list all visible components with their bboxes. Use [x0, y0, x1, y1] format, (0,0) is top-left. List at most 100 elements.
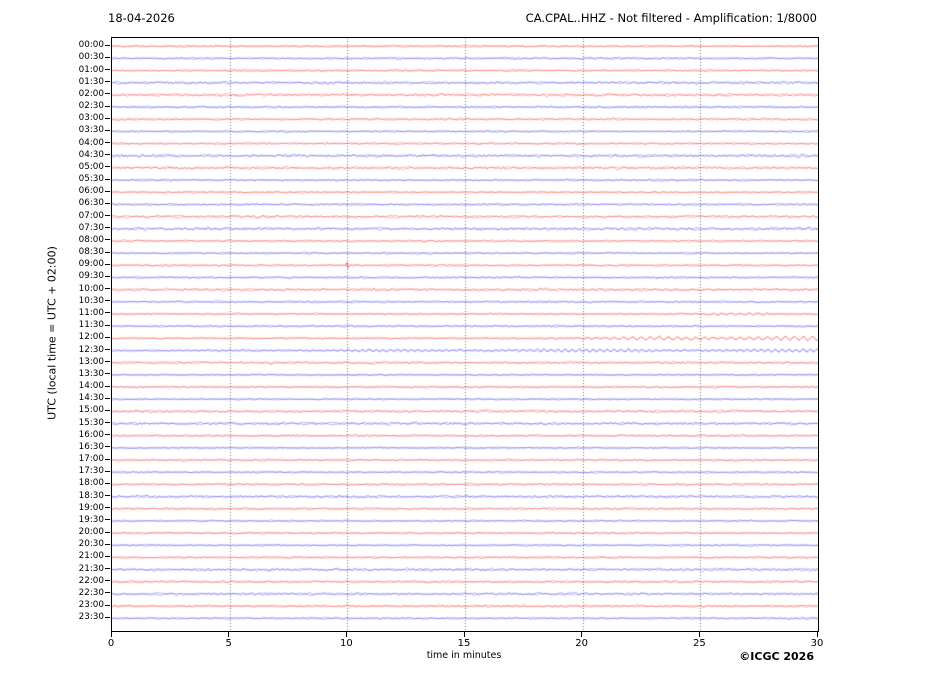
y-tick-mark	[105, 580, 110, 582]
y-tick-label: 18:30	[78, 490, 104, 501]
y-tick-label: 00:30	[78, 52, 104, 63]
y-tick-mark	[105, 507, 110, 509]
y-tick-mark	[105, 543, 110, 545]
y-tick-label: 21:30	[78, 563, 104, 574]
y-tick-mark	[105, 275, 110, 277]
y-tick-label: 03:30	[78, 125, 104, 136]
y-tick-mark	[105, 117, 110, 119]
y-tick-mark	[105, 300, 110, 302]
y-tick-label: 14:00	[78, 381, 104, 392]
y-tick-label: 09:30	[78, 271, 104, 282]
y-tick-mark	[105, 422, 110, 424]
y-tick-label: 06:00	[78, 186, 104, 197]
x-tick-mark	[463, 632, 465, 637]
y-tick-mark	[105, 105, 110, 107]
y-tick-mark	[105, 361, 110, 363]
y-tick-label: 05:00	[78, 161, 104, 172]
y-tick-mark	[105, 81, 110, 83]
y-tick-label: 16:00	[78, 429, 104, 440]
y-tick-label: 09:00	[78, 259, 104, 270]
y-tick-label: 20:00	[78, 527, 104, 538]
y-tick-label: 05:30	[78, 174, 104, 185]
y-tick-mark	[105, 215, 110, 217]
y-tick-label: 20:30	[78, 539, 104, 550]
y-tick-label: 04:00	[78, 137, 104, 148]
y-tick-mark	[105, 312, 110, 314]
y-tick-mark	[105, 56, 110, 58]
y-tick-mark	[105, 251, 110, 253]
x-tick-label: 10	[339, 638, 353, 649]
y-tick-label: 15:30	[78, 417, 104, 428]
y-tick-label: 07:00	[78, 210, 104, 221]
y-tick-label: 17:30	[78, 466, 104, 477]
y-tick-label: 08:00	[78, 234, 104, 245]
y-tick-mark	[105, 604, 110, 606]
y-tick-mark	[105, 263, 110, 265]
x-tick-mark	[110, 632, 112, 637]
y-tick-label: 18:00	[78, 478, 104, 489]
station-title: CA.CPAL..HHZ - Not filtered - Amplificat…	[525, 11, 817, 25]
date-label: 18-04-2026	[108, 11, 175, 25]
y-tick-mark	[105, 178, 110, 180]
y-tick-mark	[105, 166, 110, 168]
x-tick-label: 15	[457, 638, 471, 649]
y-tick-label: 07:30	[78, 222, 104, 233]
x-tick-label: 25	[692, 638, 706, 649]
y-tick-mark	[105, 446, 110, 448]
x-tick-mark	[816, 632, 818, 637]
y-tick-label: 11:00	[78, 307, 104, 318]
y-tick-mark	[105, 93, 110, 95]
y-tick-label: 12:00	[78, 332, 104, 343]
y-tick-mark	[105, 495, 110, 497]
y-tick-label: 00:00	[78, 40, 104, 51]
y-tick-mark	[105, 324, 110, 326]
x-tick-mark	[228, 632, 230, 637]
y-tick-mark	[105, 470, 110, 472]
y-tick-mark	[105, 373, 110, 375]
y-tick-label: 10:00	[78, 283, 104, 294]
x-tick-mark	[698, 632, 700, 637]
y-tick-mark	[105, 349, 110, 350]
y-tick-mark	[105, 154, 110, 156]
y-tick-mark	[105, 616, 110, 618]
y-tick-label: 12:30	[78, 344, 104, 355]
y-tick-label: 03:00	[78, 113, 104, 124]
y-tick-mark	[105, 239, 110, 241]
y-tick-label: 22:30	[78, 587, 104, 598]
y-tick-label: 04:30	[78, 149, 104, 160]
x-tick-mark	[345, 632, 347, 637]
y-tick-mark	[105, 336, 110, 338]
y-tick-label: 08:30	[78, 247, 104, 258]
y-tick-label: 10:30	[78, 295, 104, 306]
x-tick-label: 30	[810, 638, 824, 649]
x-tick-label: 0	[107, 638, 115, 649]
y-tick-label: 02:30	[78, 101, 104, 112]
y-tick-mark	[105, 142, 110, 144]
y-tick-label: 11:30	[78, 320, 104, 331]
plot-area	[111, 37, 819, 632]
y-tick-mark	[105, 202, 110, 204]
y-tick-mark	[105, 129, 110, 131]
y-tick-mark	[105, 482, 110, 484]
y-tick-label: 01:30	[78, 76, 104, 87]
copyright-label: ©ICGC 2026	[739, 650, 814, 663]
y-tick-mark	[105, 385, 110, 387]
y-tick-mark	[105, 434, 110, 436]
seismogram-traces-canvas	[112, 38, 818, 631]
y-tick-label: 01:00	[78, 64, 104, 75]
y-tick-mark	[105, 592, 110, 594]
y-tick-mark	[105, 190, 110, 192]
y-tick-label: 17:00	[78, 454, 104, 465]
y-tick-mark	[105, 519, 110, 521]
y-tick-label: 19:00	[78, 502, 104, 513]
y-tick-mark	[105, 568, 110, 570]
x-tick-label: 5	[225, 638, 232, 649]
y-tick-label: 13:30	[78, 368, 104, 379]
y-tick-mark	[105, 397, 110, 399]
y-tick-label: 22:00	[78, 575, 104, 586]
y-tick-label: 23:30	[78, 612, 104, 623]
y-tick-mark	[105, 227, 110, 229]
y-tick-mark	[105, 44, 110, 46]
x-tick-mark	[581, 632, 583, 637]
